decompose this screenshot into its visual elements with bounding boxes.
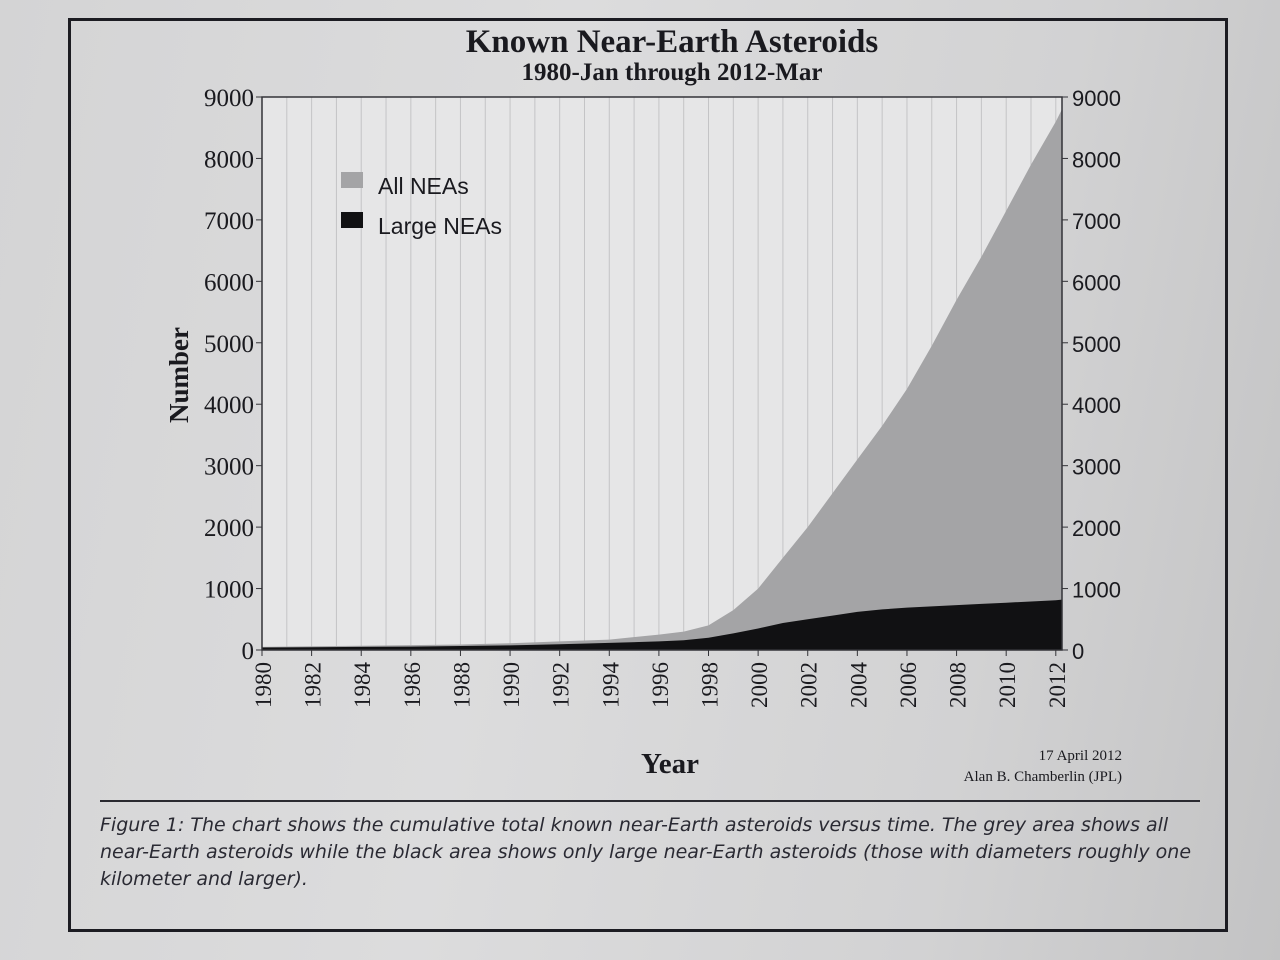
y-axis-left: 0 1000 2000 3000 4000 5000 6000 7000 8000 9000 — [204, 85, 262, 665]
x-tick-label: 2006 — [896, 662, 921, 708]
y-axis-label: Number — [164, 327, 194, 423]
series-large-neas — [262, 599, 1062, 650]
chart-title: Known Near-Earth Asteroids — [466, 24, 879, 60]
x-tick-label: 2008 — [946, 662, 971, 708]
y-tick-label-left: 3000 — [204, 454, 254, 481]
y-tick-label-left: 1000 — [204, 577, 254, 604]
x-tick-label: 1984 — [350, 662, 375, 709]
credit-date: 17 April 2012 — [1039, 748, 1122, 764]
x-tick-label: 1986 — [400, 662, 425, 708]
x-tick-label: 1996 — [648, 662, 673, 708]
x-tick-label: 1988 — [449, 662, 474, 708]
x-tick-label: 2004 — [846, 662, 871, 709]
x-tick-label: 1998 — [698, 662, 723, 708]
x-axis-label: Year — [641, 748, 699, 780]
x-tick-label: 2012 — [1045, 662, 1070, 708]
x-tick-label: 2010 — [995, 662, 1020, 708]
chart-subtitle: 1980-Jan through 2012-Mar — [522, 59, 823, 86]
legend-swatch-large — [341, 212, 363, 228]
x-axis: 1980 1982 1984 1986 1988 1990 1992 1994 1996 1998… — [251, 650, 1070, 708]
y-axis-right: 0 1000 2000 3000 4000 5000 6000 7000 8000 9000 — [1062, 86, 1121, 664]
figure-caption: Figure 1: The chart shows the cumulative… — [100, 814, 1192, 890]
x-tick-label: 1990 — [499, 662, 524, 708]
legend-label-large: Large NEAs — [378, 213, 502, 239]
legend-swatch-all — [341, 172, 363, 188]
y-tick-label-right: 1000 — [1072, 578, 1121, 603]
y-tick-label-left: 7000 — [204, 208, 254, 235]
legend-label-all: All NEAs — [378, 173, 469, 199]
y-tick-label-right: 9000 — [1072, 86, 1121, 111]
y-tick-label-right: 7000 — [1072, 209, 1121, 234]
y-tick-label-left: 6000 — [204, 269, 254, 296]
y-tick-label-left: 4000 — [204, 392, 254, 419]
x-tick-label: 1992 — [549, 662, 574, 708]
x-tick-label: 1980 — [251, 662, 276, 708]
series-all-neas — [262, 109, 1062, 651]
y-tick-label-right: 0 — [1072, 639, 1084, 664]
credit-author: Alan B. Chamberlin (JPL) — [964, 769, 1122, 785]
y-tick-label-right: 6000 — [1072, 270, 1121, 295]
y-tick-label-right: 8000 — [1072, 147, 1121, 172]
y-tick-label-left: 8000 — [204, 146, 254, 173]
y-tick-label-left: 0 — [242, 638, 255, 665]
y-tick-label-left: 2000 — [204, 515, 254, 542]
y-tick-label-right: 2000 — [1072, 516, 1121, 541]
y-tick-label-right: 5000 — [1072, 332, 1121, 357]
y-tick-label-right: 4000 — [1072, 393, 1121, 418]
plot-border — [261, 96, 1063, 651]
legend: All NEAs Large NEAs — [341, 172, 502, 239]
caption-divider — [100, 800, 1200, 802]
y-tick-label-left: 5000 — [204, 331, 254, 358]
x-tick-label: 1982 — [301, 662, 326, 708]
y-tick-label-right: 3000 — [1072, 455, 1121, 480]
x-tick-label: 2000 — [747, 662, 772, 708]
x-tick-label: 1994 — [598, 662, 623, 709]
x-tick-label: 2002 — [797, 662, 822, 708]
figure-frame — [68, 18, 1228, 932]
y-tick-label-left: 9000 — [204, 85, 254, 112]
